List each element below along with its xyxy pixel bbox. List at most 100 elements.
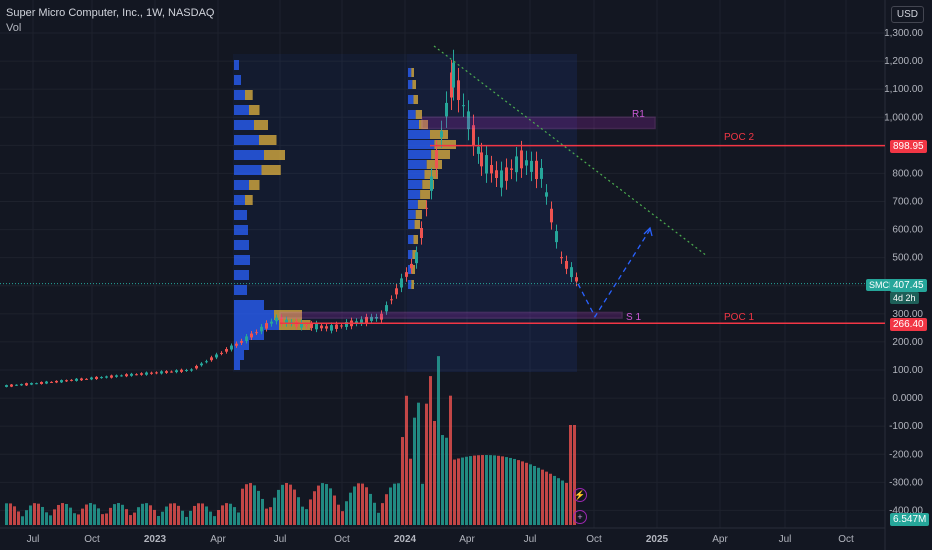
volume-bar [565, 482, 568, 525]
candle-body [25, 383, 28, 386]
candle-body [340, 325, 343, 327]
volume-bar [253, 485, 256, 525]
volume-bar [249, 483, 252, 525]
volume-profile-bar [234, 225, 248, 235]
volume-bar [181, 510, 184, 525]
volume-bar [49, 515, 52, 525]
volume-profile-bar [415, 110, 422, 119]
volume-bar [417, 402, 420, 525]
volume-bar [489, 455, 492, 525]
time-tick-label: 2025 [646, 534, 669, 545]
price-tick-label: 700.00 [892, 197, 923, 208]
volume-profile-bar [408, 80, 413, 89]
volume-bar [521, 461, 524, 525]
volume-bar [41, 506, 44, 525]
volume-bar [269, 507, 272, 525]
volume-bar [73, 513, 76, 525]
candle-body [365, 316, 368, 324]
lightning-icon[interactable]: ⚡ [573, 488, 587, 502]
candle-body [170, 371, 173, 373]
price-tick-label: -300.00 [889, 477, 923, 488]
volume-bar [389, 487, 392, 525]
candle-body [195, 365, 198, 369]
volume-bar [373, 502, 376, 525]
volume-bar [89, 503, 92, 525]
price-tick-label: -100.00 [889, 421, 923, 432]
volume-profile-bar [234, 150, 264, 160]
volume-bar [441, 435, 444, 525]
volume-profile-bar [430, 130, 448, 139]
candle-body [540, 167, 543, 179]
volume-bar [433, 421, 436, 525]
candle-body [545, 192, 548, 197]
volume-bar [149, 505, 152, 525]
candle-body [467, 111, 470, 130]
candle-body [535, 160, 538, 180]
plus-icon[interactable]: + [573, 510, 587, 524]
time-tick-label: Oct [334, 534, 350, 545]
candle-body [45, 381, 48, 384]
volume-bar [385, 494, 388, 525]
volume-profile-bar [408, 235, 414, 244]
volume-profile-bar [234, 90, 245, 100]
candle-body [305, 325, 308, 327]
candle-body [525, 160, 528, 166]
candle-body [125, 374, 128, 377]
volume-bar [345, 501, 348, 525]
candle-body [530, 160, 533, 172]
currency-button[interactable]: USD [890, 6, 924, 23]
candle-body [70, 379, 73, 381]
volume-bar [369, 493, 372, 525]
candle-body [490, 164, 493, 174]
volume-bar [445, 437, 448, 525]
candle-body [477, 146, 480, 154]
volume-bar [161, 511, 164, 525]
volume-profile-bar [408, 280, 412, 289]
volume-bar [349, 492, 352, 525]
volume-bar [437, 356, 440, 525]
candle-body [10, 384, 13, 387]
volume-bar [169, 503, 172, 525]
volume-bar [497, 455, 500, 525]
volume-bar [469, 456, 472, 525]
candle-body [110, 375, 113, 378]
price-tick-label: 300.00 [892, 309, 923, 320]
candle-body [280, 317, 283, 324]
volume-profile-bar [234, 240, 249, 250]
volume-profile-bar [413, 235, 418, 244]
volume-profile-bar [234, 285, 247, 295]
volume-bar [237, 512, 240, 525]
volume-profile-bar [411, 68, 414, 77]
volume-bar [481, 455, 484, 525]
time-tick-label: 2024 [394, 534, 417, 545]
candle-body [320, 325, 323, 329]
volume-bar [5, 503, 8, 525]
candle-body [240, 341, 243, 343]
volume-profile-bar [245, 195, 253, 205]
volume-bar [281, 484, 284, 525]
volume-bar [493, 455, 496, 525]
volume-bar [217, 510, 220, 525]
volume-bar [77, 514, 80, 525]
candle-body [565, 260, 568, 269]
volume-bar [473, 455, 476, 525]
chart-legend: Super Micro Computer, Inc., 1W, NASDAQ V… [6, 6, 214, 36]
candle-body [85, 378, 88, 380]
volume-bar [257, 490, 260, 525]
volume-profile-bar [420, 190, 430, 199]
volume-bar [321, 483, 324, 525]
volume-profile-bar [408, 180, 423, 189]
volume-indicator-label[interactable]: Vol [6, 22, 22, 34]
candle-body [115, 375, 118, 377]
volume-bar [453, 459, 456, 525]
price-tick-label: 1,300.00 [884, 28, 923, 39]
candle-body [420, 228, 423, 238]
price-tick-label: 200.00 [892, 337, 923, 348]
time-tick-label: Jul [274, 534, 287, 545]
volume-profile-bar [234, 320, 279, 330]
candle-body [60, 380, 63, 383]
poc1-label: POC 1 [724, 312, 754, 323]
volume-profile-bar [245, 90, 253, 100]
volume-bar [33, 503, 36, 525]
volume-bar [461, 457, 464, 525]
